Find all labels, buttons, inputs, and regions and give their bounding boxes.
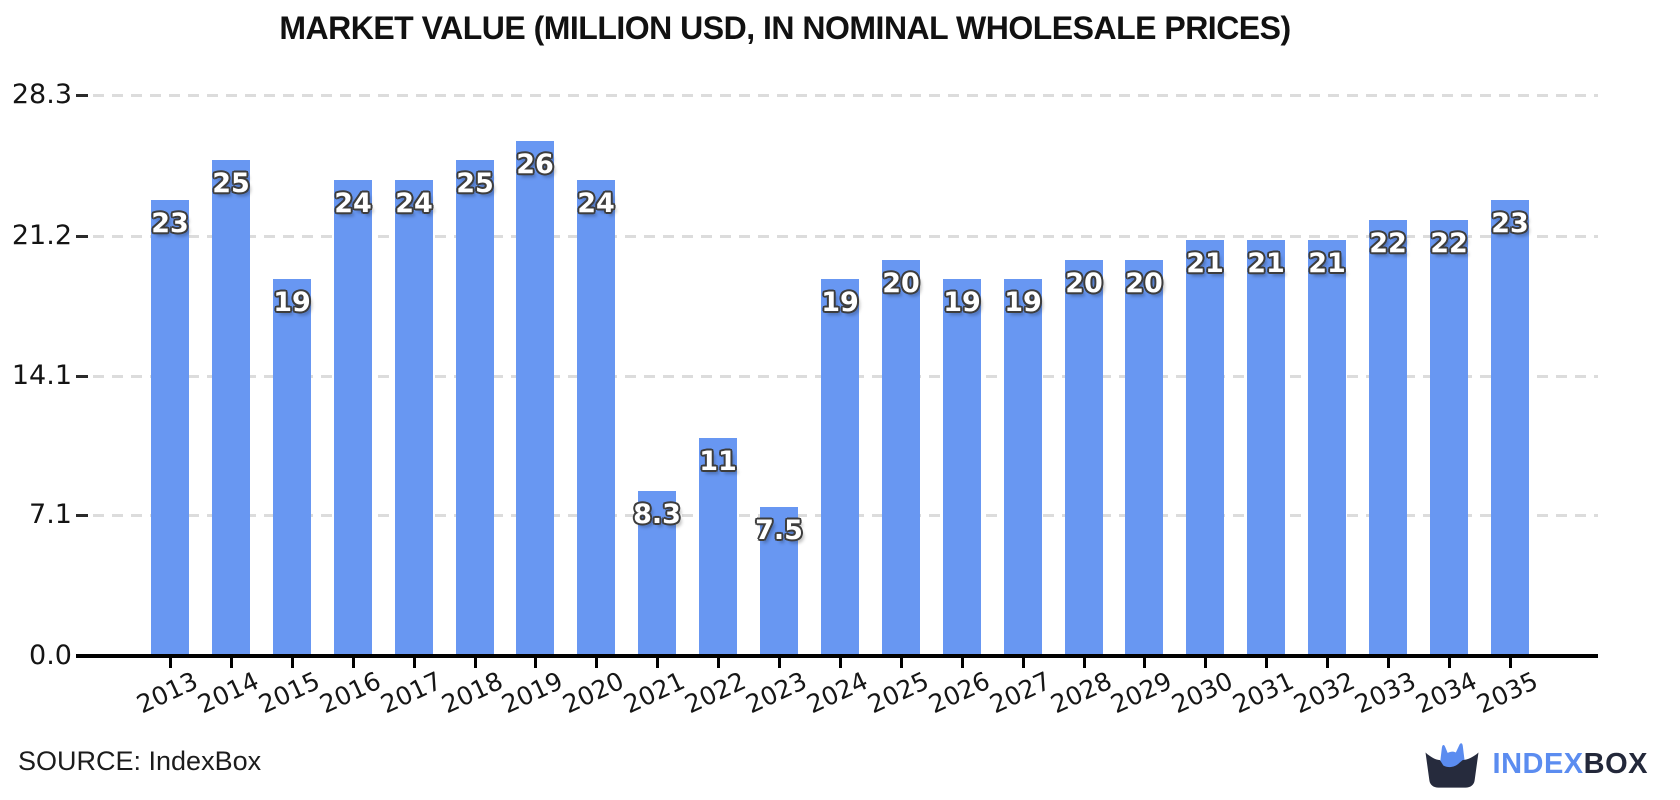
bar-2017: [395, 180, 433, 656]
bar-value-label-2035: 23: [1491, 208, 1529, 239]
chart-title: MARKET VALUE (MILLION USD, IN NOMINAL WH…: [279, 10, 1291, 46]
bar-2029: [1125, 260, 1163, 656]
bar-2033: [1369, 220, 1407, 656]
bar-value-label-2014: 25: [212, 168, 250, 199]
gridline-y-21.2: [93, 235, 1598, 238]
x-axis-tick-2017: [413, 658, 416, 668]
bar-value-label-2028: 20: [1065, 268, 1103, 299]
gridline-y-28.3: [93, 94, 1598, 97]
x-axis-tick-2022: [717, 658, 720, 668]
x-axis-tick-2032: [1326, 658, 1329, 668]
bar-value-label-2023: 7.5: [755, 515, 803, 546]
bar-value-label-2027: 19: [1004, 287, 1042, 318]
x-axis-tick-2015: [291, 658, 294, 668]
bar-value-label-2019: 26: [516, 149, 554, 180]
bar-value-label-2017: 24: [395, 188, 433, 219]
y-axis-label: 0.0: [29, 640, 72, 671]
logo-text-index: INDEX: [1492, 747, 1584, 780]
bar-2035: [1491, 200, 1529, 656]
y-axis-tick: [76, 94, 88, 97]
bar-value-label-2018: 25: [456, 168, 494, 199]
bar-value-label-2020: 24: [577, 188, 615, 219]
x-axis-tick-2018: [474, 658, 477, 668]
x-axis-tick-2019: [534, 658, 537, 668]
x-axis-tick-2035: [1509, 658, 1512, 668]
x-axis-tick-2030: [1204, 658, 1207, 668]
bar-value-label-2013: 23: [151, 208, 189, 239]
x-axis-line: [76, 654, 1598, 658]
bar-2015: [273, 279, 311, 656]
bar-value-label-2030: 21: [1186, 248, 1224, 279]
bar-2022: [699, 438, 737, 656]
y-axis-tick: [76, 375, 88, 378]
x-axis-tick-2021: [656, 658, 659, 668]
bar-value-label-2016: 24: [334, 188, 372, 219]
bar-value-label-2025: 20: [882, 268, 920, 299]
indexbox-logo: INDEXBOX: [1423, 738, 1648, 790]
x-axis-tick-2025: [900, 658, 903, 668]
x-axis-tick-2020: [595, 658, 598, 668]
bar-2023: [760, 507, 798, 656]
x-axis-tick-2033: [1387, 658, 1390, 668]
bar-2018: [456, 160, 494, 656]
bar-2013: [151, 200, 189, 656]
bar-2027: [1004, 279, 1042, 656]
logo-text-box: BOX: [1583, 747, 1648, 780]
bar-value-label-2022: 11: [699, 446, 737, 477]
bar-2034: [1430, 220, 1468, 656]
bar-2021: [638, 491, 676, 656]
y-axis-tick: [76, 514, 88, 517]
x-axis-tick-2016: [352, 658, 355, 668]
y-axis-label: 21.2: [11, 220, 72, 251]
bar-value-label-2031: 21: [1247, 248, 1285, 279]
x-axis-tick-2029: [1143, 658, 1146, 668]
x-axis-tick-2024: [839, 658, 842, 668]
bar-2028: [1065, 260, 1103, 656]
bar-value-label-2034: 22: [1430, 228, 1468, 259]
bar-2014: [212, 160, 250, 656]
bar-2031: [1247, 240, 1285, 656]
x-axis-tick-2028: [1083, 658, 1086, 668]
bar-2020: [577, 180, 615, 656]
cat-in-box-icon: [1425, 743, 1478, 788]
bar-value-label-2029: 20: [1125, 268, 1163, 299]
bar-2032: [1308, 240, 1346, 656]
y-axis-tick: [76, 235, 88, 238]
x-axis-tick-2014: [230, 658, 233, 668]
bar-value-label-2033: 22: [1369, 228, 1407, 259]
bar-2019: [516, 141, 554, 656]
bar-value-label-2015: 19: [273, 287, 311, 318]
bar-2024: [821, 279, 859, 656]
x-axis-tick-2027: [1022, 658, 1025, 668]
source-caption: SOURCE: IndexBox: [18, 746, 262, 776]
x-axis-tick-2013: [169, 658, 172, 668]
bar-2026: [943, 279, 981, 656]
y-axis-label: 28.3: [11, 79, 72, 110]
x-axis-tick-2031: [1265, 658, 1268, 668]
x-axis-tick-2034: [1448, 658, 1451, 668]
y-axis-label: 14.1: [11, 360, 72, 391]
bar-2025: [882, 260, 920, 656]
y-axis-label: 7.1: [29, 499, 72, 530]
bar-value-label-2032: 21: [1308, 248, 1346, 279]
x-axis-tick-2023: [778, 658, 781, 668]
bar-2030: [1186, 240, 1224, 656]
bar-value-label-2026: 19: [943, 287, 981, 318]
bar-value-label-2024: 19: [821, 287, 859, 318]
bar-2016: [334, 180, 372, 656]
bar-value-label-2021: 8.3: [633, 499, 681, 530]
x-axis-tick-2026: [961, 658, 964, 668]
logo-wordmark: INDEXBOX: [1493, 748, 1648, 781]
